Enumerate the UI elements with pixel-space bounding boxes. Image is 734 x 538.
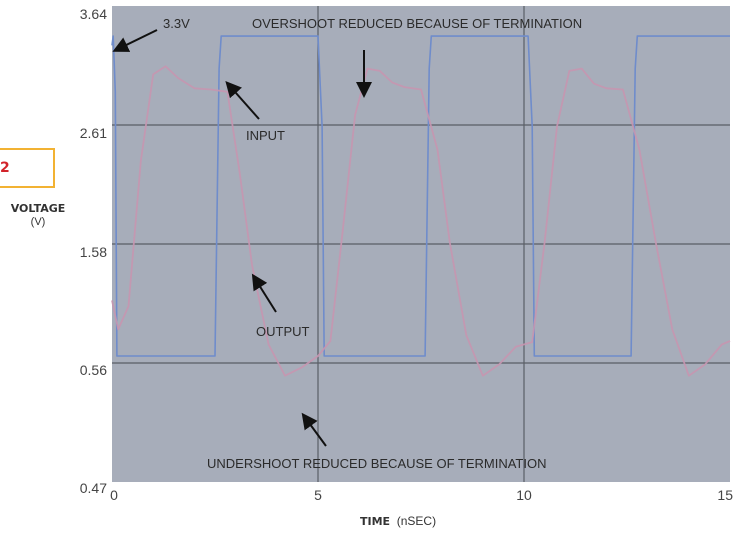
series-layer [111, 35, 731, 377]
annotation-undershoot: UNDERSHOOT REDUCED BECAUSE OF TERMINATIO… [207, 456, 546, 471]
y-tick-label: 1.58 [80, 244, 107, 260]
x-tick-label: 15 [717, 487, 733, 503]
annotations: 3.3V OVERSHOOT REDUCED BECAUSE OF TERMINA… [112, 16, 582, 471]
y-axis-unit: (V) [30, 216, 46, 228]
x-tick-label: 5 [314, 487, 322, 503]
annotation-arrow [112, 29, 158, 52]
annotation-arrow [301, 412, 327, 447]
y-tick-label: 2.61 [80, 125, 107, 141]
y-tick-label: 0.47 [80, 480, 107, 496]
y-tick-label: 3.64 [80, 6, 107, 22]
grid-lines [112, 6, 730, 482]
y-axis-label: VOLTAGE [10, 202, 66, 215]
x-tick-label: 0 [110, 487, 118, 503]
annotation-v33: 3.3V [163, 16, 190, 31]
x-axis-label: TIME (nSEC) [360, 514, 436, 528]
x-axis-label-title: TIME [360, 515, 391, 528]
annotation-arrow [225, 81, 260, 120]
annotation-output: OUTPUT [256, 324, 310, 339]
figure-number: 2 [0, 160, 10, 176]
x-tick-label: 10 [516, 487, 532, 503]
series-line-output [111, 65, 731, 377]
figure-tag-box [0, 148, 55, 188]
x-axis-label-unit: (nSEC) [396, 514, 437, 528]
annotation-arrow [251, 273, 277, 313]
series-line-input [111, 35, 730, 357]
axis-ticks: 3.64 2.61 1.58 0.56 0.47 0 5 10 15 [80, 6, 733, 503]
annotation-overshoot: OVERSHOOT REDUCED BECAUSE OF TERMINATION [252, 16, 582, 31]
y-tick-label: 0.56 [80, 362, 107, 378]
annotation-input: INPUT [246, 128, 285, 143]
